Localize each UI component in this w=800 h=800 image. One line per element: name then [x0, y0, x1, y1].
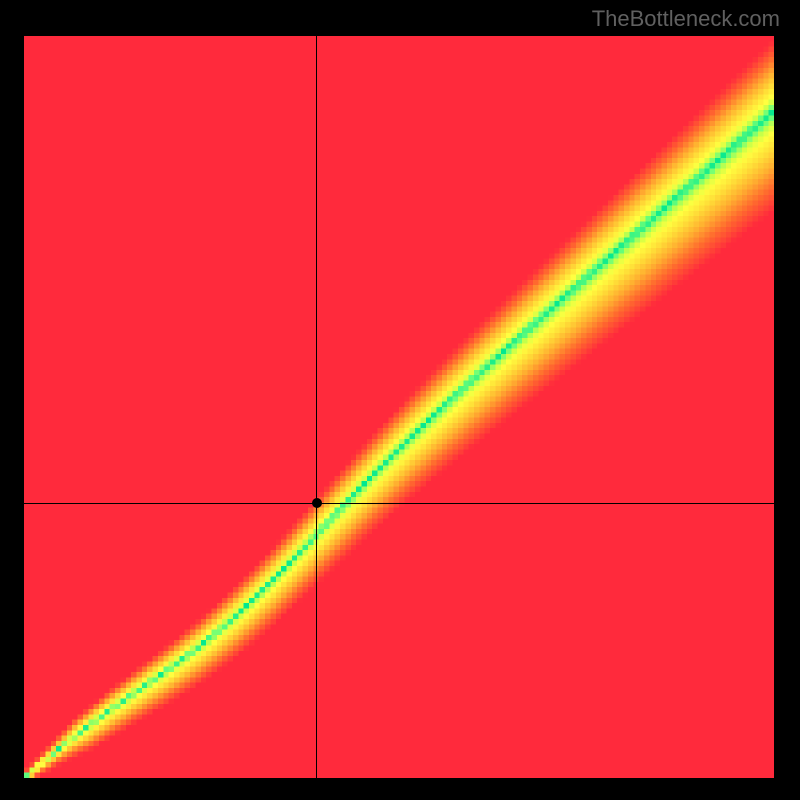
- crosshair-horizontal: [24, 503, 774, 504]
- watermark-text: TheBottleneck.com: [592, 6, 780, 32]
- marker-dot: [312, 498, 322, 508]
- heatmap-canvas: [24, 36, 774, 778]
- heatmap-plot: [24, 36, 774, 778]
- crosshair-vertical: [316, 36, 317, 778]
- chart-container: TheBottleneck.com: [0, 0, 800, 800]
